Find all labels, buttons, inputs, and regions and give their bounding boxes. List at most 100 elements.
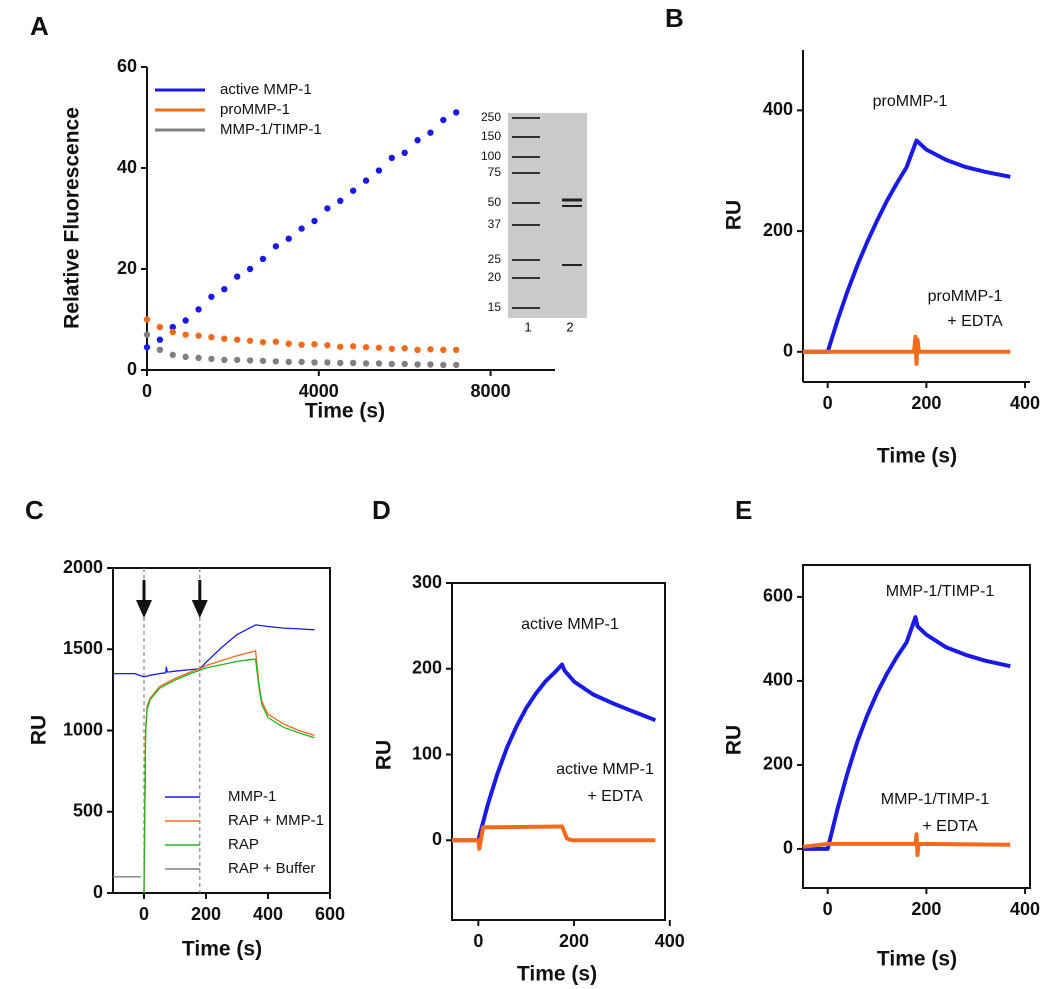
x-tick-label: 200 [191,904,221,924]
data-point [401,345,408,352]
panel-label: B [665,3,684,33]
lane-label: 2 [566,319,573,334]
x-tick-label: 0 [142,381,152,401]
x-tick-label: 200 [559,931,589,951]
data-point [362,360,370,367]
data-point [414,137,421,144]
legend-label: RAP + MMP-1 [228,812,324,829]
y-axis-title: RU [723,200,746,230]
x-axis-title: Time (s) [877,445,957,468]
legend-label: active MMP-1 [220,81,312,98]
data-point [349,359,357,367]
data-point [349,187,357,194]
y-tick-label: 100 [412,743,442,763]
series-line [803,615,1011,851]
data-point [440,116,447,124]
data-point [427,129,434,136]
x-axis-title: Time (s) [517,963,597,986]
data-point [362,344,370,351]
x-tick-label: 0 [139,904,149,924]
data-point [453,361,460,369]
series-line [143,650,315,894]
data-point [375,167,383,174]
data-point [221,356,228,364]
data-point [156,346,164,353]
data-point [311,341,318,348]
data-point [221,286,228,293]
data-point [349,343,357,350]
x-axis-title: Time (s) [182,938,262,961]
ladder-label: 20 [488,270,502,284]
ladder-label: 150 [481,129,501,143]
x-axis-title: Time (s) [877,948,957,971]
ladder-label: 25 [488,252,502,266]
annotation: active MMP-1 [521,616,619,633]
data-point [233,356,241,364]
y-tick-label: 200 [763,220,793,240]
data-point [440,361,447,369]
data-point [388,154,395,162]
data-point [246,265,254,273]
data-point [143,344,151,351]
annotation: + EDTA [922,818,978,835]
annotation: MMP-1/TIMP-1 [886,583,995,600]
x-tick-label: 400 [1010,899,1040,919]
x-tick-label: 200 [911,393,941,413]
y-tick-label: 500 [73,801,103,821]
data-point [272,243,280,250]
data-point [362,177,370,184]
data-point [195,354,202,362]
data-point [298,341,305,348]
annotation: proMMP-1 [873,93,948,110]
y-tick-label: 20 [117,258,137,278]
data-point [143,316,151,323]
data-point [427,346,434,353]
annotation: + EDTA [587,788,643,805]
data-point [427,361,434,368]
ladder-label: 100 [481,149,501,163]
data-point [259,339,267,346]
data-point [440,346,447,353]
data-point [246,337,254,344]
data-point [414,361,421,368]
data-point [337,359,344,367]
series-line [143,658,315,894]
data-point [233,273,241,280]
annotation: MMP-1/TIMP-1 [881,791,990,808]
data-point [259,357,267,365]
x-tick-label: 0 [473,931,483,951]
series-line [113,624,315,678]
panel-label: A [30,11,49,41]
y-tick-label: 0 [432,829,442,849]
data-point [182,331,189,338]
y-tick-label: 0 [783,341,793,361]
x-tick-label: 400 [253,904,283,924]
data-point [298,225,305,232]
data-point [285,340,292,347]
data-point [169,351,176,359]
data-point [208,293,215,300]
data-point [401,360,408,368]
y-axis-title: RU [723,725,746,755]
data-point [233,336,241,343]
panel-label: C [25,495,44,525]
series-line [452,824,656,851]
panel-label: E [735,495,752,525]
data-point [143,331,151,338]
data-point [156,336,164,343]
plot-frame [451,582,666,921]
legend-label: RAP + Buffer [228,860,315,877]
ladder-label: 50 [488,195,502,209]
data-point [195,332,202,339]
lane-label: 1 [524,319,531,334]
data-point [285,235,292,242]
annotation: proMMP-1 [928,288,1003,305]
data-point [337,343,344,350]
data-point [311,359,318,366]
data-point [388,345,395,352]
series-line [803,138,1011,354]
data-point [324,359,331,366]
y-tick-label: 200 [763,754,793,774]
y-tick-label: 2000 [63,557,103,577]
ladder-label: 15 [488,300,502,314]
